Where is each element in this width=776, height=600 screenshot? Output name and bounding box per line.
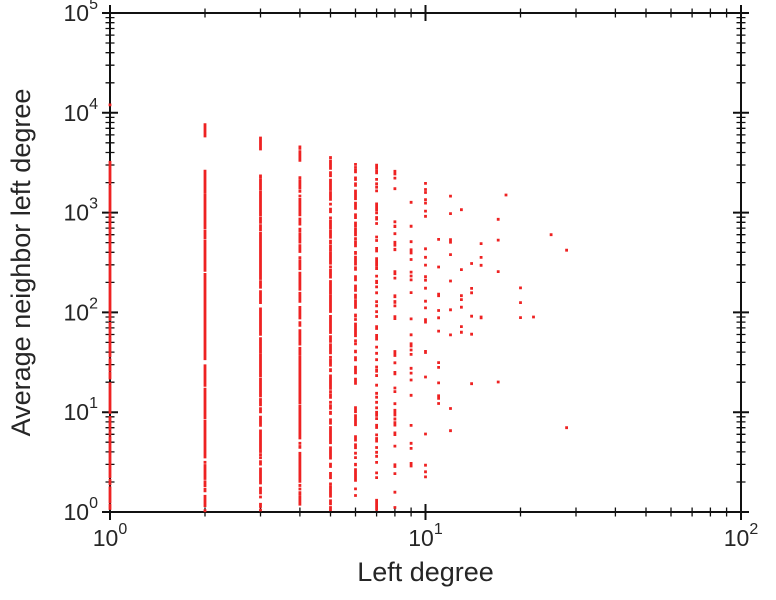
major-ticks: [102, 5, 749, 520]
y-axis-label: Average neighbor left degree: [6, 89, 36, 437]
x-tick-label: 102: [724, 521, 759, 551]
minor-ticks: [105, 8, 746, 517]
y-tick-label: 103: [64, 196, 99, 226]
data-points: [108, 103, 568, 513]
y-tick-labels: 100 101 102 103 104 105: [64, 0, 99, 525]
x-tick-label: 101: [408, 521, 443, 551]
y-tick-label: 101: [64, 395, 99, 425]
x-tick-labels: 100 101 102: [93, 521, 759, 551]
y-tick-label: 105: [64, 0, 99, 26]
x-tick-label: 100: [93, 521, 128, 551]
x-axis-label: Left degree: [357, 557, 494, 587]
y-tick-label: 104: [64, 96, 99, 126]
y-tick-label: 102: [64, 295, 99, 325]
y-tick-label: 100: [64, 495, 99, 525]
